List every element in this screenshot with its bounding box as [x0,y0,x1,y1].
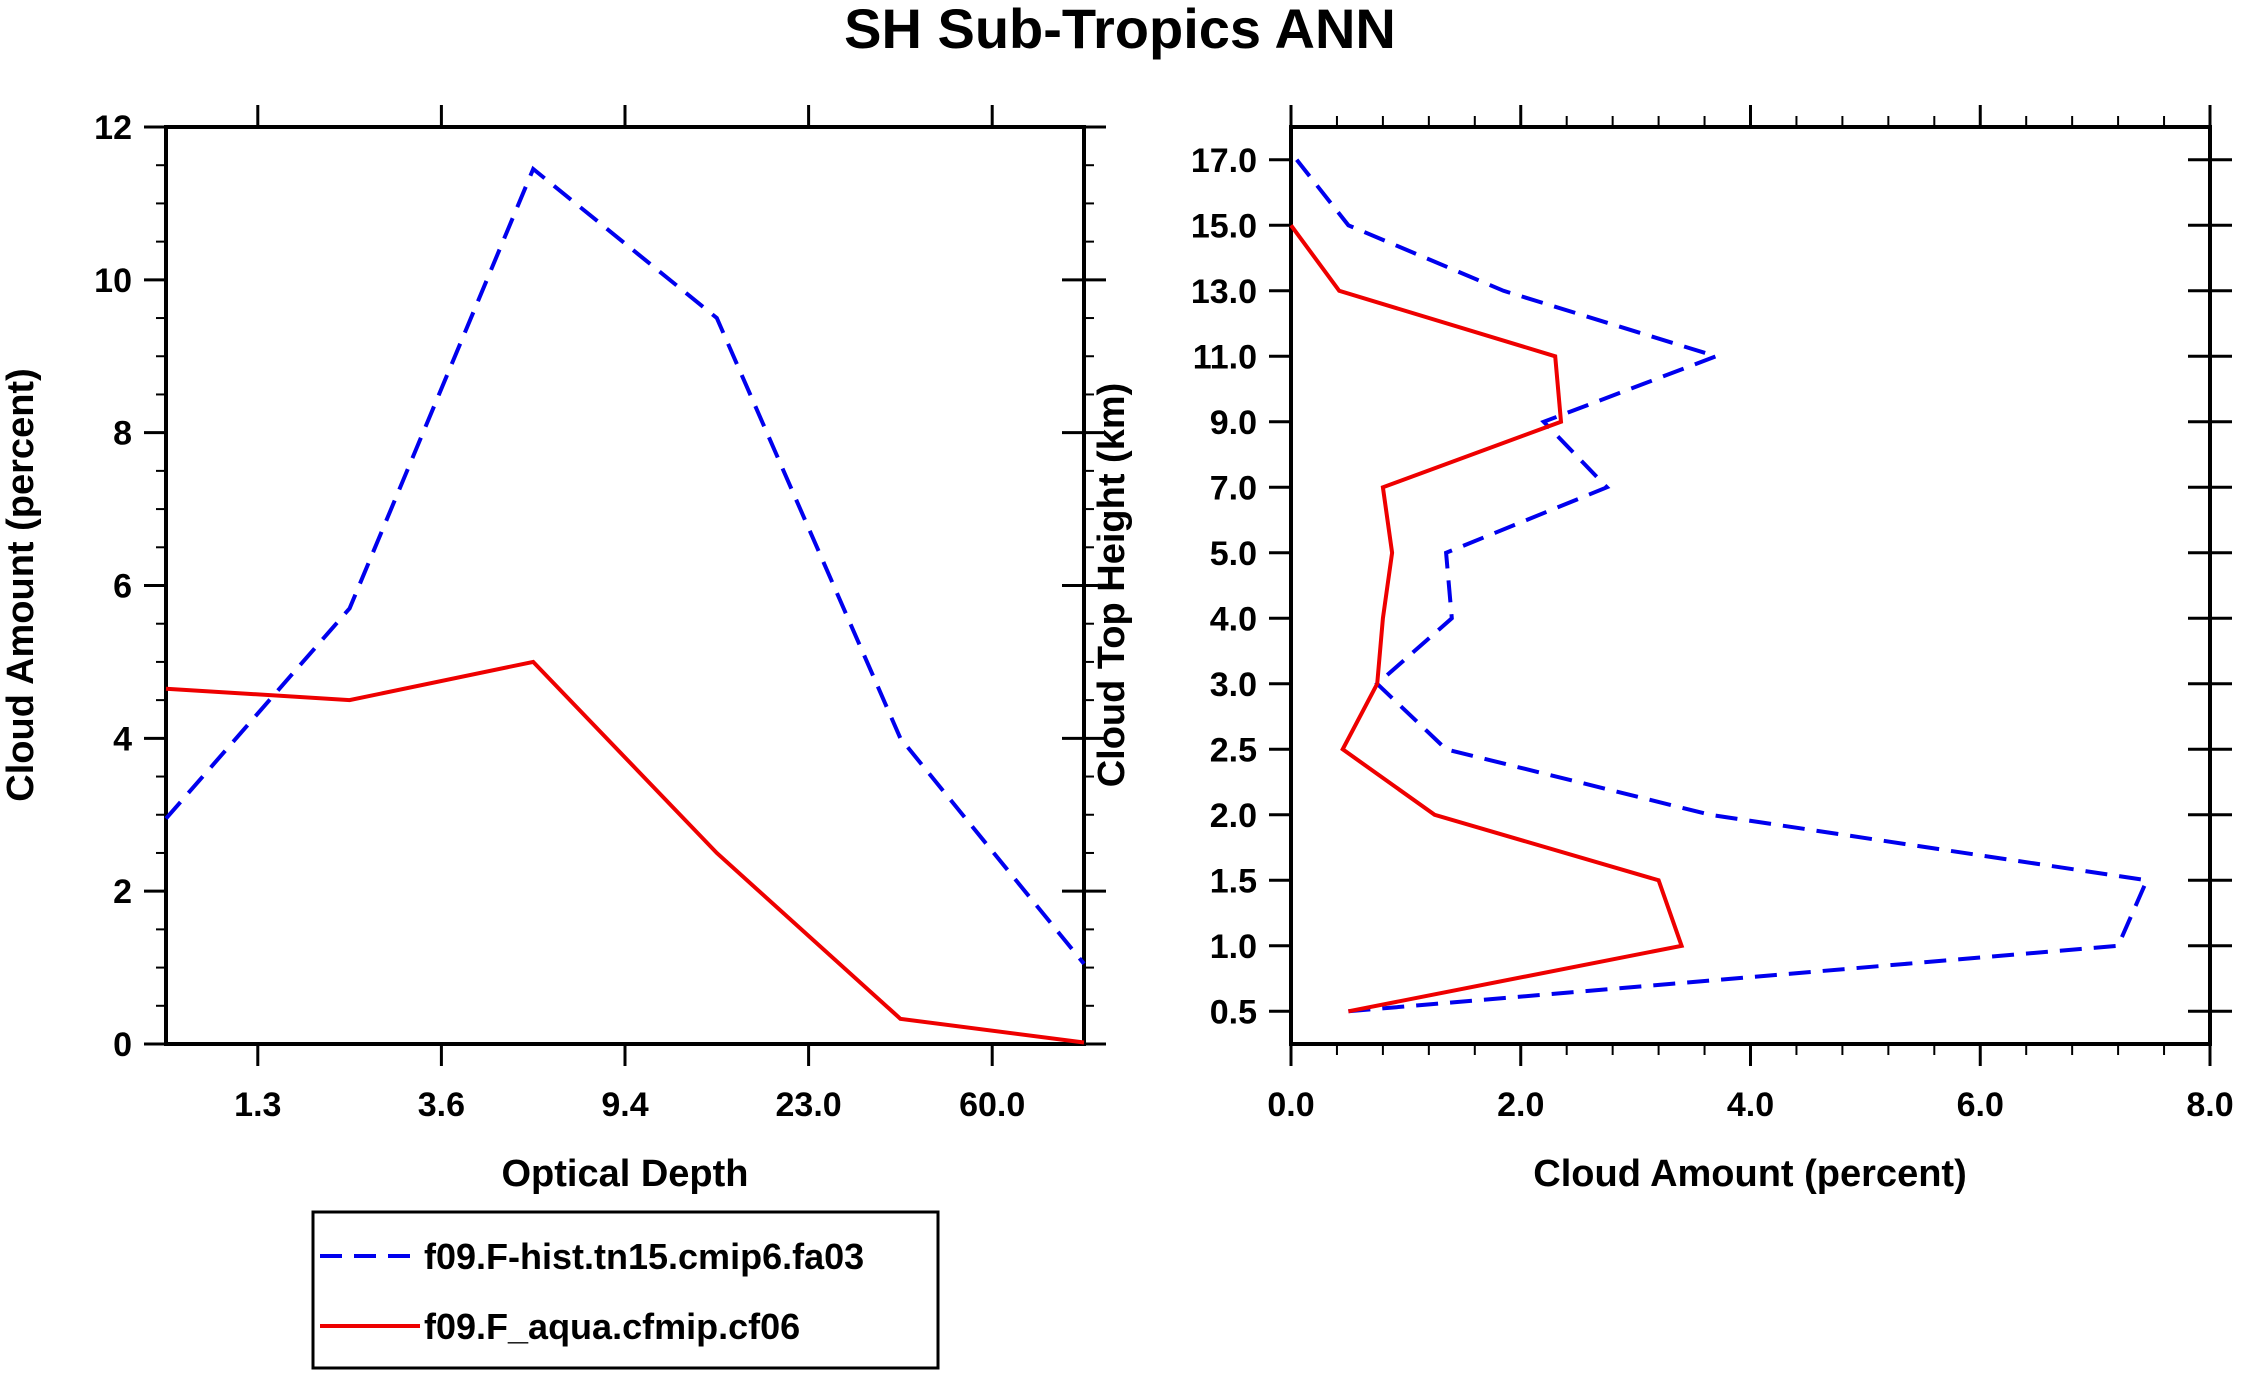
left-x-tick-label: 1.3 [234,1086,281,1124]
right-x-tick-label: 2.0 [1497,1086,1544,1124]
right-x-tick-label: 6.0 [1957,1086,2004,1124]
right-y-axis-label: Cloud Top Height (km) [1091,383,1133,788]
left-y-tick-label: 2 [113,873,132,911]
right-y-tick-label: 7.0 [1210,469,1257,507]
legend-box [311,1210,940,1370]
legend-label-series-1: f09.F-hist.tn15.cmip6.fa03 [424,1236,864,1277]
legend: f09.F-hist.tn15.cmip6.fa03 f09.F_aqua.cf… [311,1210,940,1370]
right-y-tick-label: 17.0 [1191,142,1257,180]
right-y-tick-label: 0.5 [1210,993,1257,1031]
right-y-tick-label: 1.0 [1210,928,1257,966]
left-x-axis-label: Optical Depth [501,1153,748,1195]
left-y-tick-label: 0 [113,1026,132,1064]
right-y-tick-label: 13.0 [1191,273,1257,311]
left-y-tick-label: 10 [94,262,132,300]
right-plot-frame [1289,125,2212,1046]
right-y-tick-label: 3.0 [1210,666,1257,704]
right-y-tick-label: 2.0 [1210,797,1257,835]
left-y-axis-label: Cloud Amount (percent) [0,368,42,801]
left-x-tick-label: 23.0 [776,1086,842,1124]
right-x-tick-label: 8.0 [2186,1086,2233,1124]
right-series-line-2 [1289,224,1685,1014]
right-y-tick-label: 1.5 [1210,862,1257,900]
left-y-tick-label: 6 [113,568,132,606]
right-y-tick-label: 11.0 [1193,338,1257,376]
left-plot: 0 2 4 6 8 10 12 1.3 3.6 9.4 23.0 60.0 Optical Depth… [0,105,1106,1195]
right-plot: 0.5 1.0 1.5 2.0 2.5 3.0 4.0 5.0 7.0 9.0 11.0 13.0 15… [1091,105,2234,1195]
right-series-line-1 [1295,158,2150,1014]
left-plot-frame [164,125,1086,1046]
right-y-tick-label: 4.0 [1210,600,1257,638]
left-y-tick-label: 8 [113,415,132,453]
right-x-tick-label: 0.0 [1267,1086,1314,1124]
left-series [164,165,1086,1045]
right-x-tick-label: 4.0 [1727,1086,1774,1124]
right-y-tick-label: 5.0 [1210,535,1257,573]
left-x-tick-label: 3.6 [418,1086,465,1124]
chart-title: SH Sub-Tropics ANN [844,0,1396,60]
left-ticks: 0 2 4 6 8 10 12 1.3 3.6 9.4 23.0 60.0 [94,105,1106,1124]
right-y-tick-label: 15.0 [1191,207,1257,245]
left-x-tick-label: 9.4 [601,1086,648,1124]
left-series-line-2 [165,659,1085,1045]
right-x-axis-label: Cloud Amount (percent) [1533,1153,1966,1195]
right-series [1289,158,2150,1014]
left-series-line-1 [164,165,1086,966]
left-x-tick-label: 60.0 [959,1086,1025,1124]
right-ticks: 0.5 1.0 1.5 2.0 2.5 3.0 4.0 5.0 7.0 9.0 11.0 13.0 15… [1191,105,2234,1124]
left-y-tick-label: 12 [94,109,132,147]
right-y-tick-label: 2.5 [1210,731,1257,769]
right-y-tick-label: 9.0 [1210,404,1257,442]
left-y-tick-label: 4 [113,720,132,758]
legend-label-series-2: f09.F_aqua.cfmip.cf06 [424,1306,800,1347]
